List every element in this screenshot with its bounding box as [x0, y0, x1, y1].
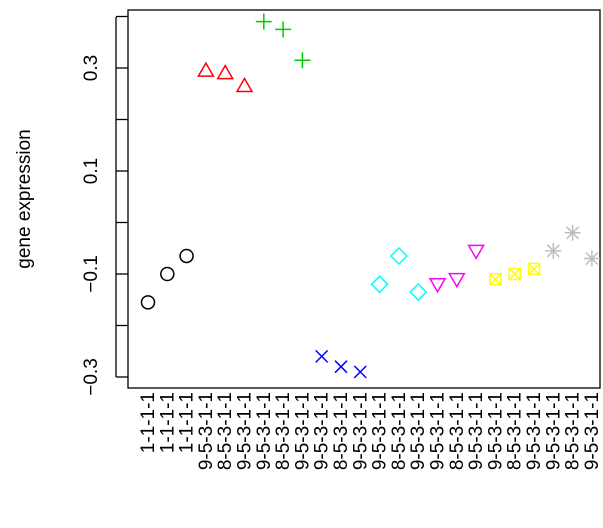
- x-tick-label: 9-5-3-1-1: [196, 392, 217, 470]
- data-point: [448, 272, 466, 289]
- x-tick-label: 9-5-3-1-1: [292, 392, 313, 470]
- x-tick-label: 9-5-3-1-1: [485, 392, 506, 470]
- x-tick-label: 9-5-3-1-1: [524, 392, 545, 470]
- data-point: [179, 248, 194, 264]
- x-tick-label: 9-5-3-1-1: [235, 392, 256, 470]
- data-point: [428, 278, 447, 294]
- data-point: [564, 224, 581, 241]
- x-tick-label: 9-5-3-1-1: [582, 392, 603, 470]
- data-point: [489, 272, 502, 286]
- x-tick-label: 9-5-3-1-1: [543, 392, 564, 470]
- x-tick-label: 8-5-3-1-1: [563, 392, 584, 470]
- x-tick-label: 9-5-3-1-1: [312, 392, 333, 470]
- data-point: [216, 64, 234, 80]
- data-point: [527, 262, 541, 276]
- x-tick-label: 9-5-3-1-1: [428, 392, 449, 470]
- data-point: [334, 360, 348, 374]
- data-point: [467, 244, 485, 260]
- plot-box: [127, 9, 601, 389]
- data-point: [389, 246, 408, 266]
- y-tick-label: 0.1: [81, 158, 102, 184]
- data-point: [315, 349, 329, 363]
- data-point: [160, 266, 175, 282]
- x-tick-label: 1-1-1-1: [177, 392, 198, 453]
- data-point: [197, 61, 215, 77]
- data-point: [545, 242, 562, 259]
- data-point: [255, 13, 272, 30]
- data-point: [508, 267, 521, 281]
- data-point: [583, 250, 600, 267]
- x-tick-label: 9-5-3-1-1: [370, 392, 391, 470]
- x-axis-labels: 1-1-1-11-1-1-11-1-1-19-5-3-1-18-5-3-1-19…: [138, 392, 603, 470]
- x-tick-label: 9-5-3-1-1: [254, 392, 275, 470]
- data-points: [140, 13, 600, 379]
- x-tick-label: 9-5-3-1-1: [466, 392, 487, 470]
- x-tick-label: 9-5-3-1-1: [350, 392, 371, 470]
- data-point: [353, 365, 367, 379]
- x-tick-label: 8-5-3-1-1: [331, 392, 352, 470]
- y-axis-title: gene expression: [14, 129, 35, 268]
- x-tick-label: 8-5-3-1-1: [505, 392, 526, 470]
- x-tick-label: 8-5-3-1-1: [447, 392, 468, 470]
- x-tick-label: 1-1-1-1: [157, 392, 178, 453]
- y-tick-label: −0.3: [81, 358, 102, 396]
- x-tick-label: 1-1-1-1: [138, 392, 159, 453]
- x-tick-label: 9-5-3-1-1: [408, 392, 429, 470]
- y-axis-ticks: −0.3 −0.1 0.1 0.3: [81, 15, 128, 396]
- data-point: [275, 21, 292, 38]
- data-point: [409, 282, 428, 302]
- data-point: [294, 52, 311, 69]
- x-tick-label: 8-5-3-1-1: [389, 392, 410, 470]
- x-tick-label: 8-5-3-1-1: [215, 392, 236, 470]
- y-tick-label: −0.1: [81, 255, 102, 293]
- y-tick-label: 0.3: [81, 55, 102, 81]
- data-point: [370, 275, 389, 294]
- data-point: [140, 295, 156, 310]
- data-point: [235, 77, 254, 93]
- x-tick-label: 8-5-3-1-1: [273, 392, 294, 470]
